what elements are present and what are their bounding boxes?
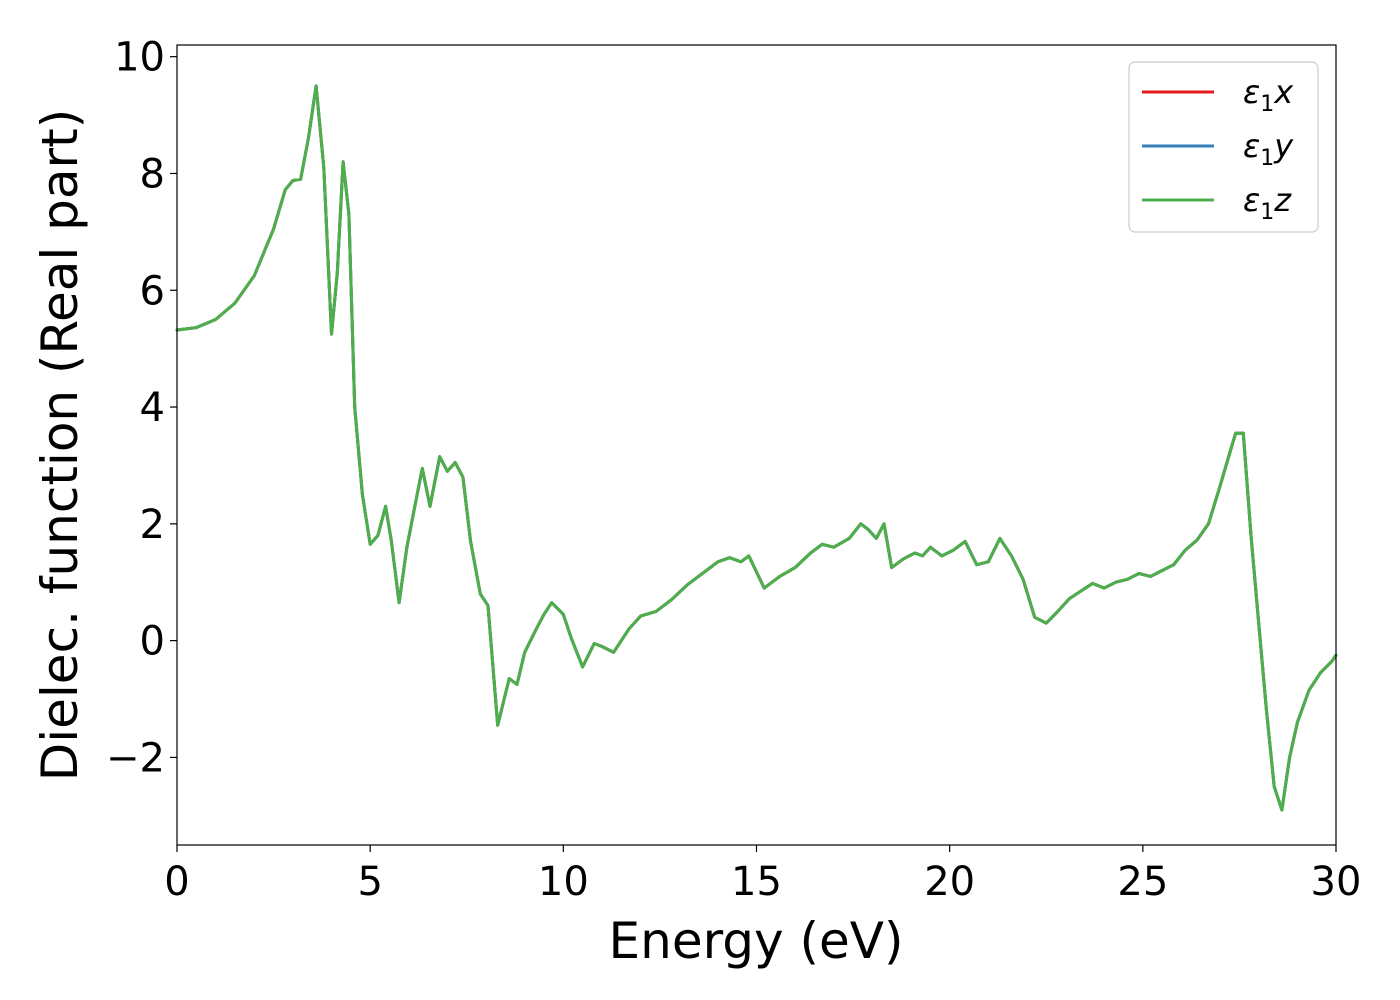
y-axis-label: Dielec. function (Real part) [31,109,89,781]
legend-box [1128,61,1319,233]
series-layer [175,84,1338,812]
y-tick-label: 8 [140,151,165,197]
x-tick-label: 5 [357,859,382,905]
y-axis: −2 0 2 4 6 8 10 [106,35,177,781]
y-tick-label: −2 [106,735,165,781]
x-tick-label: 0 [164,859,189,905]
x-tick-label: 30 [1311,859,1362,905]
y-tick-label: 2 [140,502,165,548]
y-tick-label: 10 [114,35,165,81]
series-line-z [175,84,1338,812]
legend-label-y: ε1y [1243,127,1294,171]
x-axis: 0 5 10 15 20 25 30 [164,845,1361,905]
y-tick-label: 0 [140,619,165,665]
y-tick-label: 4 [140,385,165,431]
x-axis-label: Energy (eV) [609,912,904,970]
x-tick-label: 25 [1117,859,1168,905]
legend-items: ε1x ε1y ε1z [1142,73,1294,225]
x-tick-label: 15 [731,859,782,905]
legend-label-x: ε1x [1243,73,1294,117]
x-tick-label: 10 [538,859,589,905]
y-tick-label: 6 [140,268,165,314]
x-tick-label: 20 [924,859,975,905]
legend-label-z: ε1z [1243,181,1292,225]
legend: ε1x ε1y ε1z [1128,61,1319,233]
